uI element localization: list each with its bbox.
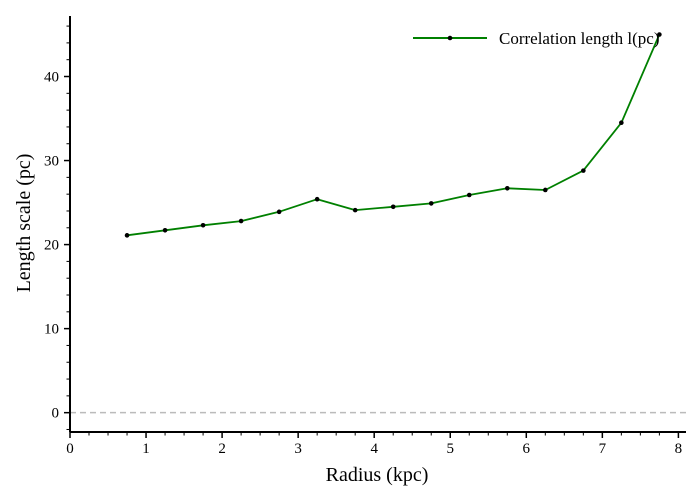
data-point [124, 233, 130, 238]
legend-series-marker [447, 35, 453, 41]
x-tick-label: 1 [142, 441, 150, 457]
x-tick-label: 5 [446, 441, 454, 457]
data-point [238, 218, 244, 224]
data-point [162, 228, 168, 233]
data-point [314, 196, 320, 202]
data-point [428, 201, 434, 206]
legend-series-label: Correlation length l(pc) [499, 29, 660, 48]
data-point [352, 207, 358, 213]
x-tick-label: 8 [675, 441, 683, 457]
data-point [543, 187, 548, 193]
x-tick-label: 6 [523, 441, 531, 457]
x-tick-label: 0 [66, 441, 74, 457]
data-point [200, 222, 206, 228]
x-tick-label: 7 [599, 441, 607, 457]
data-point [581, 168, 586, 173]
x-axis-title: Radius (kpc) [326, 464, 429, 486]
x-tick-label: 3 [294, 441, 302, 457]
data-point [504, 185, 510, 191]
y-tick-label: 40 [44, 70, 59, 86]
legend: Correlation length l(pc) [413, 29, 660, 48]
data-point [390, 204, 396, 210]
x-tick-label: 4 [370, 441, 378, 457]
data-point [276, 209, 282, 215]
y-axis-title: Length scale (pc) [13, 154, 35, 293]
data-point [657, 32, 662, 37]
y-tick-label: 10 [44, 322, 59, 338]
y-tick-label: 20 [44, 238, 59, 254]
data-point [466, 192, 472, 198]
y-tick-label: 0 [52, 406, 60, 422]
x-tick-label: 2 [218, 441, 226, 457]
y-tick-label: 30 [44, 154, 59, 170]
data-point [619, 120, 624, 126]
plot-area: 0 1 2 3 4 5 6 7 8 0 10 20 30 40 [44, 16, 686, 457]
